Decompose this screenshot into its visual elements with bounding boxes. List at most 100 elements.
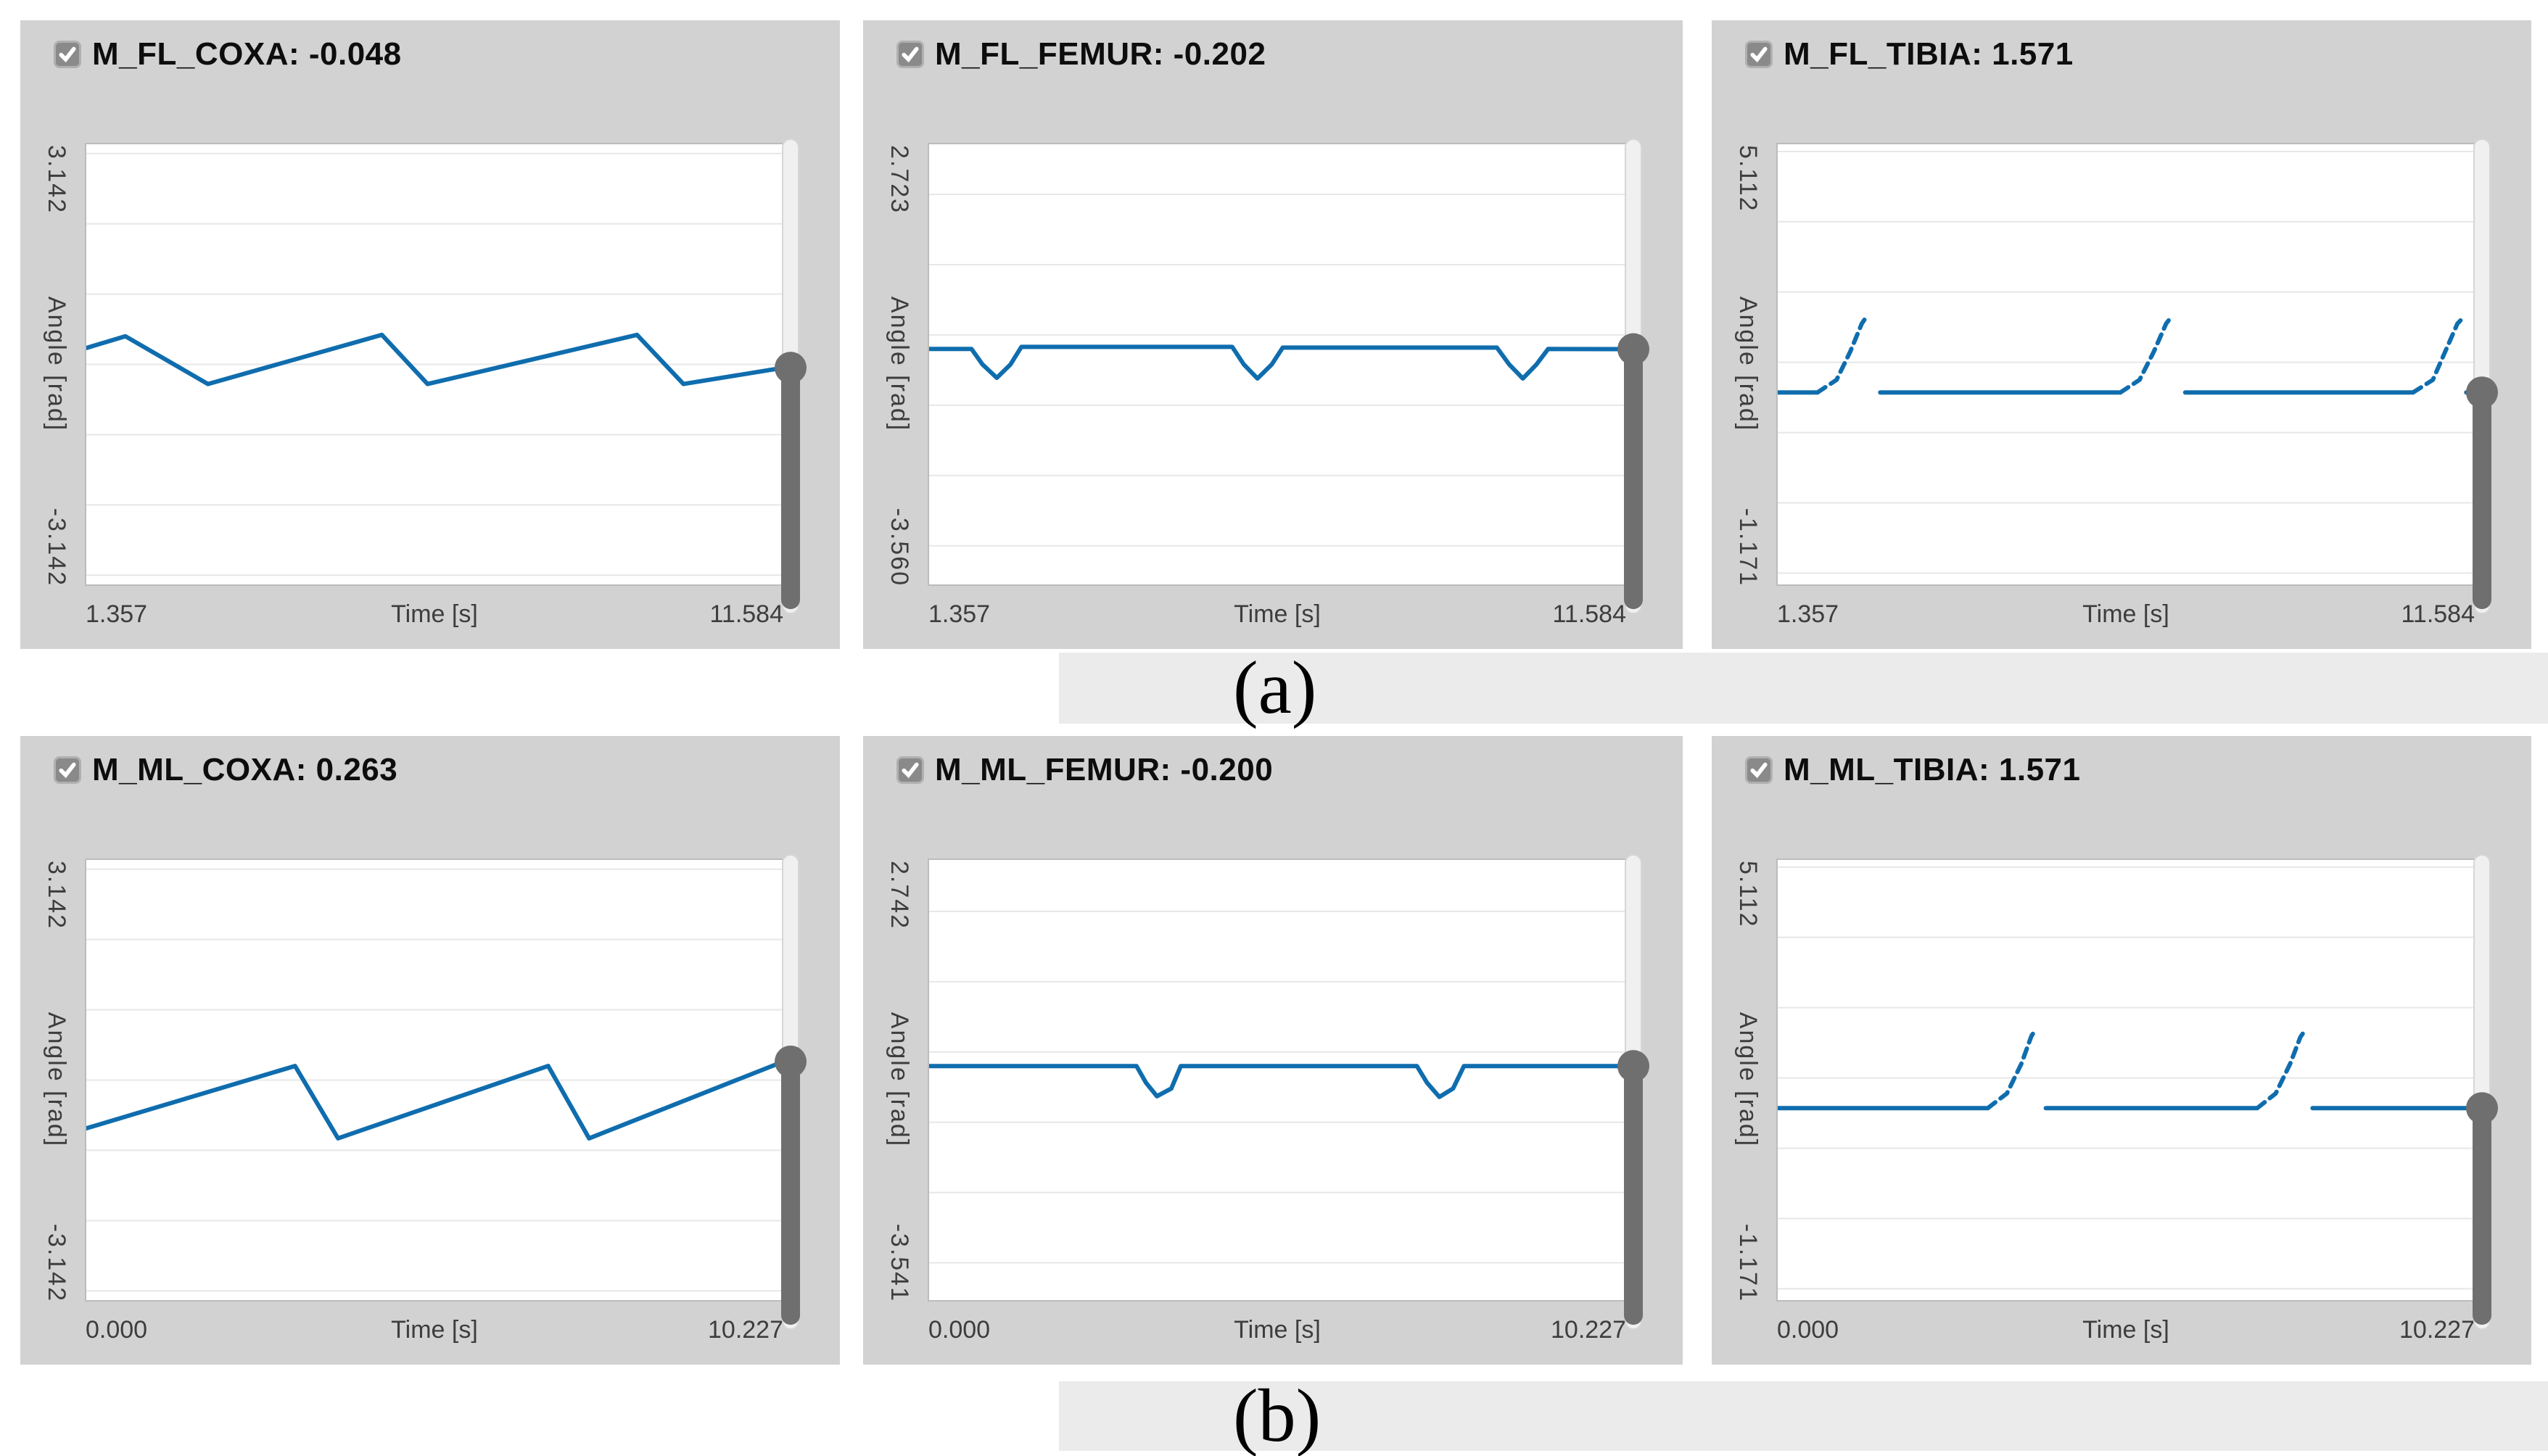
scope-plot (85, 138, 807, 614)
caption-band-a: (a) (1059, 646, 2548, 729)
legend-checkbox[interactable] (1745, 41, 1773, 68)
y-axis-max-label: 5.112 (1734, 861, 1762, 928)
y-axis-max-label: 2.742 (886, 861, 913, 930)
checkmark-icon (1750, 762, 1768, 779)
value-slider-thumb[interactable] (775, 1046, 807, 1078)
x-axis-title: Time [s] (1234, 600, 1321, 628)
plot-background (928, 144, 1626, 585)
y-axis-max-label: 3.142 (43, 145, 70, 215)
value-slider-thumb[interactable] (775, 352, 807, 384)
x-axis-min-label: 1.357 (1777, 600, 1839, 628)
checkmark-icon (59, 762, 76, 779)
y-axis-max-label: 3.142 (43, 861, 70, 930)
y-axis-min-label: -1.171 (1734, 1223, 1762, 1302)
scope-plot (1776, 138, 2498, 614)
checkmark-icon (902, 762, 919, 779)
checkmark-icon (1750, 46, 1768, 63)
x-axis-max-label: 10.227 (708, 1316, 783, 1344)
y-axis-title: Angle [rad] (43, 296, 70, 432)
y-axis-title: Angle [rad] (43, 1012, 70, 1148)
value-slider-fill[interactable] (781, 1062, 800, 1325)
scope-legend: M_ML_TIBIA: 1.571 (1745, 752, 2081, 787)
scope-panel-M_ML_TIBIA: M_ML_TIBIA: 1.571 5.112 Angle [rad] -1.171 0… (1712, 736, 2531, 1365)
x-axis-max-label: 11.584 (1552, 600, 1626, 628)
plot-background (928, 859, 1626, 1301)
y-axis-title: Angle [rad] (1734, 296, 1762, 432)
scope-panel-M_FL_TIBIA: M_FL_TIBIA: 1.571 5.112 Angle [rad] -1.171 1… (1712, 20, 2531, 649)
legend-label: M_ML_FEMUR: -0.200 (935, 752, 1274, 787)
signal-line (928, 1064, 1626, 1099)
x-axis-min-label: 0.000 (86, 1316, 148, 1344)
y-axis-min-label: -3.541 (886, 1223, 913, 1302)
x-axis-max-label: 11.584 (2401, 600, 2475, 628)
scope-panel-M_ML_FEMUR: M_ML_FEMUR: -0.200 2.742 Angle [rad] -3.541… (863, 736, 1683, 1365)
y-axis-min-label: -3.142 (43, 1223, 70, 1302)
scope-panel-M_FL_COXA: M_FL_COXA: -0.048 3.142 Angle [rad] -3.142 1… (20, 20, 840, 649)
x-axis-min-label: 1.357 (86, 600, 148, 628)
legend-checkbox[interactable] (1745, 756, 1773, 784)
value-slider-thumb[interactable] (1617, 333, 1649, 365)
value-slider-thumb[interactable] (1617, 1050, 1649, 1083)
plot-background (1777, 144, 2475, 585)
x-axis-title: Time [s] (2082, 600, 2169, 628)
x-axis-title: Time [s] (391, 600, 478, 628)
x-axis-min-label: 1.357 (928, 600, 991, 628)
signal-line (2118, 314, 2174, 395)
value-slider-thumb[interactable] (2466, 376, 2498, 409)
y-axis-title: Angle [rad] (886, 296, 913, 432)
legend-checkbox[interactable] (54, 756, 81, 784)
signal-line (1815, 314, 1869, 395)
caption-band-b: (b) (1059, 1374, 2548, 1456)
legend-checkbox[interactable] (54, 41, 81, 68)
signal-line (2411, 316, 2465, 395)
x-axis-min-label: 0.000 (928, 1316, 991, 1344)
x-axis-max-label: 10.227 (2399, 1316, 2475, 1344)
figure-label-b: (b) (1233, 1374, 1322, 1456)
signal-line (86, 332, 783, 386)
scope-legend: M_FL_FEMUR: -0.202 (896, 36, 1266, 72)
scope-plot (928, 854, 1649, 1330)
checkmark-icon (59, 46, 76, 63)
y-axis-title: Angle [rad] (886, 1012, 913, 1148)
x-axis-title: Time [s] (391, 1316, 478, 1344)
legend-label: M_FL_FEMUR: -0.202 (935, 36, 1266, 72)
y-axis-min-label: -1.171 (1734, 508, 1762, 587)
x-axis-max-label: 10.227 (1551, 1316, 1626, 1344)
plot-background (1777, 859, 2475, 1301)
x-axis-max-label: 11.584 (709, 600, 783, 628)
scope-legend: M_ML_COXA: 0.263 (54, 752, 398, 787)
x-axis-title: Time [s] (1234, 1316, 1321, 1344)
y-axis-min-label: -3.560 (886, 508, 913, 587)
signal-line (86, 1059, 783, 1141)
legend-checkbox[interactable] (896, 41, 924, 68)
value-slider-thumb[interactable] (2466, 1092, 2498, 1125)
y-axis-max-label: 5.112 (1734, 145, 1762, 212)
scope-legend: M_FL_TIBIA: 1.571 (1745, 36, 2074, 72)
figure-label-a: (a) (1233, 646, 1317, 729)
signal-line (1985, 1028, 2037, 1111)
scope-plot (1776, 854, 2498, 1330)
y-axis-title: Angle [rad] (1734, 1012, 1762, 1148)
checkmark-icon (902, 46, 919, 63)
legend-label: M_FL_COXA: -0.048 (92, 36, 402, 72)
legend-label: M_ML_COXA: 0.263 (92, 752, 398, 787)
legend-label: M_ML_TIBIA: 1.571 (1784, 752, 2081, 787)
value-slider-fill[interactable] (781, 368, 800, 609)
scope-panel-M_FL_FEMUR: M_FL_FEMUR: -0.202 2.723 Angle [rad] -3.560… (863, 20, 1683, 649)
scope-legend: M_FL_COXA: -0.048 (54, 36, 402, 72)
scope-panel-M_ML_COXA: M_ML_COXA: 0.263 3.142 Angle [rad] -3.142 0.… (20, 736, 840, 1365)
value-slider-fill[interactable] (2473, 392, 2491, 609)
y-axis-max-label: 2.723 (886, 145, 913, 215)
scope-plot (85, 854, 807, 1330)
signal-line (928, 344, 1626, 381)
legend-checkbox[interactable] (896, 756, 924, 784)
value-slider-fill[interactable] (1624, 1066, 1643, 1325)
signal-line (2255, 1030, 2306, 1111)
value-slider-fill[interactable] (1624, 349, 1643, 609)
scope-plot (928, 138, 1649, 614)
scope-legend: M_ML_FEMUR: -0.200 (896, 752, 1274, 787)
value-slider-fill[interactable] (2473, 1108, 2491, 1325)
legend-label: M_FL_TIBIA: 1.571 (1784, 36, 2074, 72)
y-axis-min-label: -3.142 (43, 508, 70, 587)
